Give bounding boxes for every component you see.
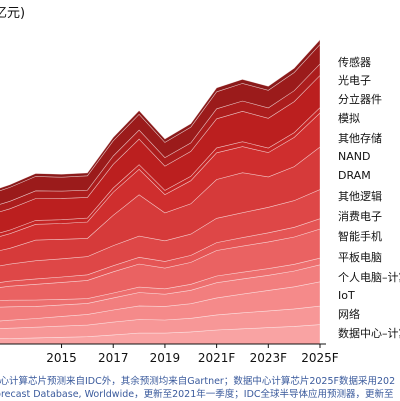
footnote-line-1: 中心计算芯片预测来自IDC外，其余预测均来自Gartner；数据中心计算芯片20…: [0, 376, 396, 387]
area-series-group: [0, 39, 321, 345]
legend-label: DRAM: [338, 169, 371, 182]
legend-label: 分立器件: [338, 92, 382, 106]
y-unit-label: 亿元): [0, 6, 26, 21]
legend-label: 网络: [338, 307, 360, 321]
x-tick-label: 2025F: [301, 351, 339, 365]
legend-label: NAND: [338, 150, 370, 163]
legend-label: 其他存储: [338, 131, 382, 145]
legend-label: 光电子: [338, 73, 371, 87]
x-tick-label: 2019: [150, 351, 181, 365]
legend-label: 其他逻辑: [338, 189, 382, 203]
footnote-line-2: Forecast Database, Worldwide，更新至2021年一季度…: [0, 389, 394, 400]
x-tick-label: 2015: [46, 351, 77, 365]
x-tick-label: 2017: [98, 351, 129, 365]
x-tick-group: 2015 2017 2019 2021F 2023F 2025F: [46, 344, 339, 365]
legend: 数据中心–计算网络 IoT 个人电脑–计算平板电脑 智能手机 消费电子 其他逻辑 DRAM N…: [338, 56, 400, 340]
legend-label: 平板电脑: [338, 250, 382, 264]
legend-label: 传感器: [338, 56, 371, 69]
legend-label: IoT: [338, 289, 355, 302]
legend-label: 个人电脑–计算: [338, 270, 400, 284]
x-tick-label: 2023F: [250, 351, 288, 365]
x-tick-label: 2021F: [198, 351, 236, 365]
legend-label: 智能手机: [338, 229, 382, 243]
legend-label: 数据中心–计算: [338, 326, 400, 340]
legend-label: 消费电子: [338, 209, 382, 223]
legend-label: 模拟: [338, 111, 360, 125]
area-series-15: [0, 39, 321, 191]
